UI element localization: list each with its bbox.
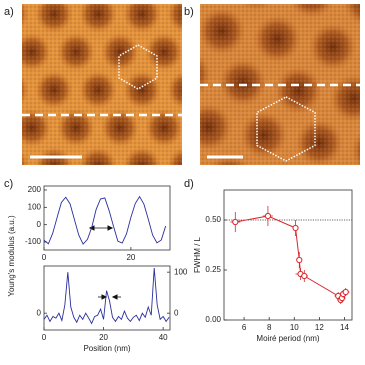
x-tick-label: 8 <box>267 323 272 332</box>
panel-label: c) <box>4 178 13 190</box>
plot-frame <box>43 265 171 331</box>
point <box>232 218 239 226</box>
x-axis-label: Position (nm) <box>83 344 130 353</box>
x-tick-label: 0 <box>42 253 47 262</box>
y-tick-label: 0.00 <box>205 315 221 324</box>
y-tick-label: 0.25 <box>205 265 221 274</box>
point <box>301 272 308 280</box>
y-tick-label: -100 <box>25 237 42 246</box>
x-tick-label: 0 <box>42 333 47 342</box>
afm-image-b <box>200 4 360 165</box>
point <box>292 224 299 232</box>
y-tick-label: 0 <box>37 308 42 317</box>
y-tick-label: 200 <box>28 185 42 194</box>
y-tick-label: 0 <box>37 220 42 229</box>
plot-frame <box>223 189 353 321</box>
series-line <box>43 195 167 245</box>
series-line <box>43 268 170 325</box>
point <box>342 288 349 296</box>
point <box>264 212 272 220</box>
x-tick-label: 40 <box>159 333 168 342</box>
y-tick-label: 100 <box>28 202 42 211</box>
x-axis-label: Moiré period (nm) <box>256 334 319 343</box>
y-tick-label: 0.50 <box>205 215 221 224</box>
afm-image-a <box>22 4 182 165</box>
plot-frame <box>43 185 171 251</box>
y-axis-label: FWHM / L <box>193 236 202 273</box>
x-tick-label: 20 <box>99 333 108 342</box>
y2-tick-label: 100 <box>174 267 188 276</box>
panel-label: b) <box>184 6 194 18</box>
panel-label: a) <box>4 6 14 18</box>
panel-label: d) <box>184 178 194 190</box>
series-line <box>235 215 347 301</box>
y-axis-label: Young's modulus (a.u.) <box>7 215 16 297</box>
annotation-arrows <box>88 225 121 300</box>
x-tick-label: 12 <box>315 323 324 332</box>
y2-tick-label: 0 <box>174 308 179 317</box>
point <box>296 256 303 264</box>
x-tick-label: 10 <box>290 323 299 332</box>
x-tick-label: 6 <box>242 323 247 332</box>
x-tick-label: 14 <box>340 323 349 332</box>
x-tick-label: 20 <box>126 253 135 262</box>
